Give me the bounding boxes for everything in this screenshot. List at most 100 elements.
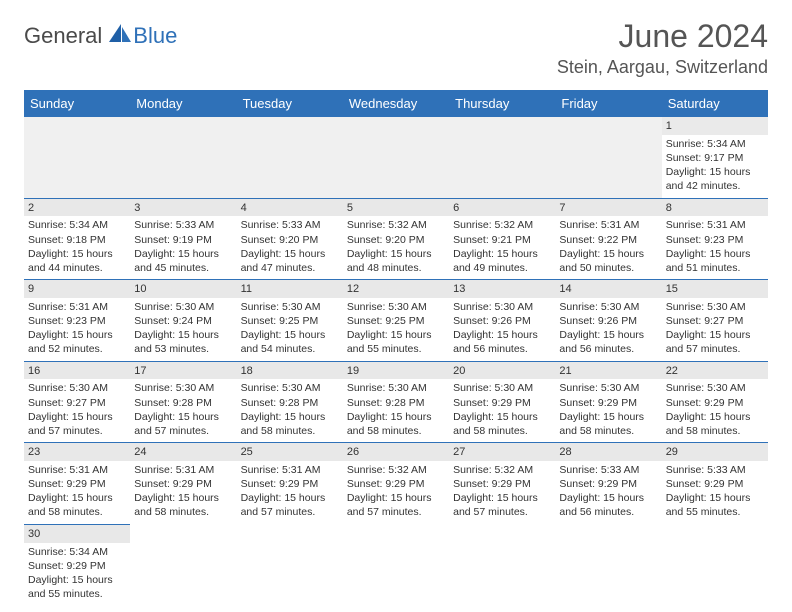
sunrise-text: Sunrise: 5:30 AM [453, 381, 551, 395]
day-number: 8 [662, 199, 768, 217]
sunset-text: Sunset: 9:25 PM [241, 314, 339, 328]
day-number: 6 [449, 199, 555, 217]
sunrise-text: Sunrise: 5:30 AM [134, 300, 232, 314]
day-number: 22 [662, 362, 768, 380]
sunset-text: Sunset: 9:24 PM [134, 314, 232, 328]
weekday-header: Monday [130, 90, 236, 117]
daylight-text: Daylight: 15 hours [134, 247, 232, 261]
day-number: 30 [24, 525, 130, 543]
daylight-text: Daylight: 15 hours [453, 491, 551, 505]
daylight-text: Daylight: 15 hours [241, 328, 339, 342]
weekday-header-row: Sunday Monday Tuesday Wednesday Thursday… [24, 90, 768, 117]
daylight-text: and 45 minutes. [134, 261, 232, 275]
header: General Blue June 2024 Stein, Aargau, Sw… [24, 18, 768, 78]
sunset-text: Sunset: 9:29 PM [453, 477, 551, 491]
daylight-text: Daylight: 15 hours [666, 165, 764, 179]
day-number: 5 [343, 199, 449, 217]
sunrise-text: Sunrise: 5:31 AM [28, 300, 126, 314]
weekday-header: Friday [555, 90, 661, 117]
sunset-text: Sunset: 9:29 PM [559, 477, 657, 491]
sunrise-text: Sunrise: 5:32 AM [347, 463, 445, 477]
sunrise-text: Sunrise: 5:30 AM [241, 300, 339, 314]
day-number: 10 [130, 280, 236, 298]
daylight-text: Daylight: 15 hours [134, 328, 232, 342]
day-number: 9 [24, 280, 130, 298]
sunset-text: Sunset: 9:29 PM [28, 559, 126, 573]
calendar-day-cell [24, 117, 130, 198]
daylight-text: and 52 minutes. [28, 342, 126, 356]
daylight-text: Daylight: 15 hours [453, 410, 551, 424]
calendar-day-cell: 15Sunrise: 5:30 AMSunset: 9:27 PMDayligh… [662, 280, 768, 362]
calendar-day-cell: 17Sunrise: 5:30 AMSunset: 9:28 PMDayligh… [130, 361, 236, 443]
daylight-text: Daylight: 15 hours [347, 247, 445, 261]
daylight-text: and 58 minutes. [559, 424, 657, 438]
weekday-header: Saturday [662, 90, 768, 117]
sunset-text: Sunset: 9:29 PM [453, 396, 551, 410]
sunset-text: Sunset: 9:17 PM [666, 151, 764, 165]
daylight-text: and 57 minutes. [28, 424, 126, 438]
calendar-day-cell [130, 524, 236, 605]
daylight-text: Daylight: 15 hours [28, 328, 126, 342]
sunrise-text: Sunrise: 5:30 AM [241, 381, 339, 395]
sunset-text: Sunset: 9:27 PM [666, 314, 764, 328]
calendar-day-cell: 9Sunrise: 5:31 AMSunset: 9:23 PMDaylight… [24, 280, 130, 362]
sunset-text: Sunset: 9:29 PM [666, 477, 764, 491]
calendar-day-cell: 1Sunrise: 5:34 AMSunset: 9:17 PMDaylight… [662, 117, 768, 198]
sunrise-text: Sunrise: 5:34 AM [28, 545, 126, 559]
calendar-day-cell: 27Sunrise: 5:32 AMSunset: 9:29 PMDayligh… [449, 443, 555, 525]
calendar-day-cell: 25Sunrise: 5:31 AMSunset: 9:29 PMDayligh… [237, 443, 343, 525]
calendar-table: Sunday Monday Tuesday Wednesday Thursday… [24, 90, 768, 605]
day-number: 13 [449, 280, 555, 298]
day-number: 7 [555, 199, 661, 217]
calendar-day-cell: 21Sunrise: 5:30 AMSunset: 9:29 PMDayligh… [555, 361, 661, 443]
daylight-text: Daylight: 15 hours [134, 491, 232, 505]
daylight-text: Daylight: 15 hours [666, 491, 764, 505]
calendar-day-cell: 18Sunrise: 5:30 AMSunset: 9:28 PMDayligh… [237, 361, 343, 443]
day-number: 1 [662, 117, 768, 135]
sunset-text: Sunset: 9:28 PM [241, 396, 339, 410]
sunset-text: Sunset: 9:18 PM [28, 233, 126, 247]
calendar-day-cell: 19Sunrise: 5:30 AMSunset: 9:28 PMDayligh… [343, 361, 449, 443]
sunset-text: Sunset: 9:29 PM [347, 477, 445, 491]
day-number: 20 [449, 362, 555, 380]
calendar-day-cell: 12Sunrise: 5:30 AMSunset: 9:25 PMDayligh… [343, 280, 449, 362]
day-number: 28 [555, 443, 661, 461]
day-number: 15 [662, 280, 768, 298]
daylight-text: Daylight: 15 hours [453, 247, 551, 261]
day-number: 16 [24, 362, 130, 380]
sunrise-text: Sunrise: 5:30 AM [347, 300, 445, 314]
day-number: 29 [662, 443, 768, 461]
sunset-text: Sunset: 9:20 PM [347, 233, 445, 247]
daylight-text: Daylight: 15 hours [134, 410, 232, 424]
sunset-text: Sunset: 9:20 PM [241, 233, 339, 247]
daylight-text: and 55 minutes. [347, 342, 445, 356]
calendar-day-cell: 5Sunrise: 5:32 AMSunset: 9:20 PMDaylight… [343, 198, 449, 280]
daylight-text: and 56 minutes. [453, 342, 551, 356]
daylight-text: Daylight: 15 hours [559, 247, 657, 261]
day-number: 17 [130, 362, 236, 380]
sunrise-text: Sunrise: 5:30 AM [453, 300, 551, 314]
sunset-text: Sunset: 9:29 PM [666, 396, 764, 410]
calendar-day-cell: 29 Sunrise: 5:33 AMSunset: 9:29 PMDayligh… [662, 443, 768, 525]
logo-text-blue: Blue [133, 23, 177, 49]
sunrise-text: Sunrise: 5:33 AM [666, 463, 764, 477]
daylight-text: Daylight: 15 hours [347, 328, 445, 342]
daylight-text: Daylight: 15 hours [28, 247, 126, 261]
calendar-day-cell: 24Sunrise: 5:31 AMSunset: 9:29 PMDayligh… [130, 443, 236, 525]
daylight-text: Daylight: 15 hours [453, 328, 551, 342]
daylight-text: Daylight: 15 hours [28, 410, 126, 424]
daylight-text: Daylight: 15 hours [666, 247, 764, 261]
sunset-text: Sunset: 9:25 PM [347, 314, 445, 328]
calendar-day-cell: 28Sunrise: 5:33 AMSunset: 9:29 PMDayligh… [555, 443, 661, 525]
daylight-text: and 58 minutes. [453, 424, 551, 438]
daylight-text: and 57 minutes. [241, 505, 339, 519]
daylight-text: Daylight: 15 hours [347, 410, 445, 424]
weekday-header: Sunday [24, 90, 130, 117]
calendar-day-cell: 26Sunrise: 5:32 AMSunset: 9:29 PMDayligh… [343, 443, 449, 525]
calendar-day-cell: 16Sunrise: 5:30 AMSunset: 9:27 PMDayligh… [24, 361, 130, 443]
day-number: 25 [237, 443, 343, 461]
sunset-text: Sunset: 9:28 PM [134, 396, 232, 410]
calendar-day-cell: 4Sunrise: 5:33 AMSunset: 9:20 PMDaylight… [237, 198, 343, 280]
day-number: 26 [343, 443, 449, 461]
daylight-text: and 48 minutes. [347, 261, 445, 275]
